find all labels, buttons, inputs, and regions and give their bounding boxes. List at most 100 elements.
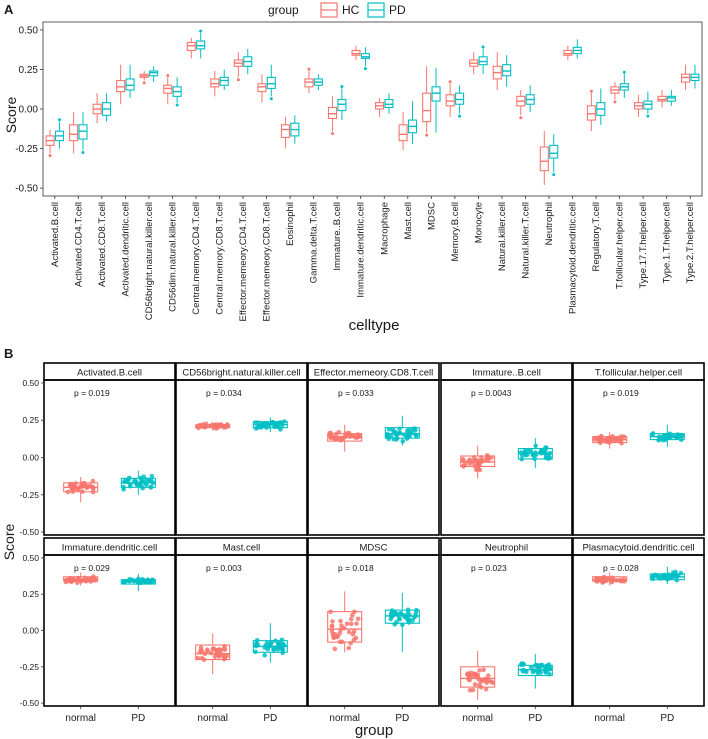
facet-point-pd xyxy=(146,580,151,585)
facet-point-pd xyxy=(528,665,534,670)
panel-a-box-pd xyxy=(572,39,582,59)
panel-a-outlier xyxy=(552,173,556,177)
panel-a-outlier xyxy=(175,103,179,107)
facet-point-pd xyxy=(650,432,655,437)
facet-point-normal xyxy=(463,461,468,467)
facet-point-pd xyxy=(386,427,392,432)
panel-a-xtick-label: Gamma.delta.T.cell xyxy=(309,202,320,283)
facet-point-normal xyxy=(344,621,350,626)
panel-a-outlier xyxy=(269,97,273,101)
facet-point-pd xyxy=(394,431,399,437)
panel-a-box-hc xyxy=(633,94,644,117)
facet-frame xyxy=(440,379,573,536)
facet-point-pd xyxy=(533,443,538,449)
facet-point-normal xyxy=(330,631,335,636)
facet-point-normal xyxy=(340,435,345,441)
panel-a-outlier xyxy=(307,67,311,71)
facet-point-normal xyxy=(90,478,96,484)
facet-point-normal xyxy=(78,578,84,584)
facet-point-pd xyxy=(396,616,402,621)
panel-a-box-hc-box xyxy=(586,105,596,121)
facet-point-pd xyxy=(143,580,148,585)
facet-point-normal xyxy=(610,434,615,439)
facet-ytick-label: 0.00 xyxy=(22,626,39,636)
facet-ytick-label: 0.50 xyxy=(22,553,39,563)
panel-a-xtick-label: Activated.dendritic.cell xyxy=(120,202,131,297)
facet-ytick-label: 0.50 xyxy=(22,378,39,388)
facet-point-normal xyxy=(346,645,352,651)
facet-point-pd xyxy=(127,483,133,489)
facet-point-pd xyxy=(532,456,537,462)
panel-a-box-pd-box xyxy=(219,76,229,86)
panel-a-box-hc xyxy=(69,112,79,154)
facet-frame xyxy=(43,379,176,536)
facet-pvalue: p = 0.023 xyxy=(471,563,507,573)
facet-frame xyxy=(572,379,705,536)
panel-a-box-hc-box xyxy=(398,124,408,142)
facet-point-normal xyxy=(599,433,604,439)
panel-a-outlier xyxy=(425,133,429,137)
facet-ytick-label: -0.50 xyxy=(20,698,40,708)
facet-point-pd xyxy=(397,426,402,432)
facet-point-normal xyxy=(222,647,228,652)
panel-a-xtick-label: Monocyte xyxy=(473,202,484,243)
facet-point-normal xyxy=(348,640,353,646)
panel-a-box-hc xyxy=(422,66,432,133)
panel-a-box-pd xyxy=(78,112,88,151)
facet-title: Effector.memeory.CD8.T.cell xyxy=(314,368,434,379)
panel-a-xtick-label: T.follicular.helper.cell xyxy=(615,202,626,289)
panel-a-xtick-label: Central.memory.CD8.T.cell xyxy=(215,202,226,315)
facet-point-normal xyxy=(86,577,91,583)
panel-b-label: B xyxy=(4,346,13,361)
panel-a-box-hc xyxy=(492,52,502,91)
panel-a-box-pd-box xyxy=(431,86,441,102)
facet-point-pd xyxy=(658,576,663,581)
facet-ytick-label: 0.25 xyxy=(22,415,39,425)
facet-point-pd xyxy=(679,437,684,443)
panel-a-outlier xyxy=(613,100,617,104)
facet-point-normal xyxy=(330,619,335,624)
facet-point-pd xyxy=(400,439,406,444)
facet-point-pd xyxy=(146,478,152,483)
facet-point-pd xyxy=(535,664,540,669)
panel-a-box-pd-box xyxy=(455,92,465,105)
panel-a-ytick-label: -0.50 xyxy=(15,184,38,195)
facet-point-normal xyxy=(217,653,222,658)
facet-point-normal xyxy=(592,437,598,442)
panel-a-outlier xyxy=(48,154,52,158)
facet-point-pd xyxy=(150,579,155,584)
panel-a-box-hc xyxy=(45,129,55,154)
facet-point-pd xyxy=(650,576,656,582)
facet-point-pd xyxy=(268,641,274,646)
panel-a-box-pd-box xyxy=(196,40,206,50)
facet-point-pd xyxy=(282,419,287,424)
facet-pvalue: p = 0.029 xyxy=(74,563,110,573)
facet-point-normal xyxy=(214,426,219,431)
facet: T.follicular.helper.cell p = 0.019 xyxy=(572,362,705,536)
facet-point-pd xyxy=(256,420,262,426)
facet-point-normal xyxy=(350,631,356,637)
panel-a-box-pd xyxy=(549,134,559,173)
facet-point-normal xyxy=(80,489,85,494)
panel-b-ylabel: Score xyxy=(1,524,17,561)
facet-point-normal xyxy=(222,656,228,661)
facet-point-normal xyxy=(490,680,495,685)
facet-point-normal xyxy=(481,667,486,673)
facet-point-normal xyxy=(348,616,354,622)
facet-point-normal xyxy=(339,623,344,628)
facet-xtick-label: normal xyxy=(329,713,360,724)
panel-a-box-pd xyxy=(219,69,229,91)
facet-title: Plasmacytoid.dendritic.cell xyxy=(583,543,695,554)
panel-a-box-pd-box xyxy=(549,144,559,159)
facet-ytick-label: -0.50 xyxy=(20,527,40,537)
panel-a-xtick-label: Activated.CD4.T.cell xyxy=(73,202,84,287)
panel-a-ytick-label: 0.25 xyxy=(19,65,39,76)
facet-point-pd xyxy=(413,432,418,438)
facet: CD56bright.natural.killer.cell p = 0.034 xyxy=(175,362,308,536)
panel-a-box-pd-box xyxy=(337,98,347,112)
panel-a-ytick-label: 0.50 xyxy=(19,25,39,36)
panel-a-xtick-label: Immature.dendritic.cell xyxy=(356,202,367,298)
panel-a-ytick-label: -0.25 xyxy=(15,144,38,155)
panel-a-xtick-label: Type.1.T.helper.cell xyxy=(662,202,673,283)
facet-point-pd xyxy=(412,426,418,431)
